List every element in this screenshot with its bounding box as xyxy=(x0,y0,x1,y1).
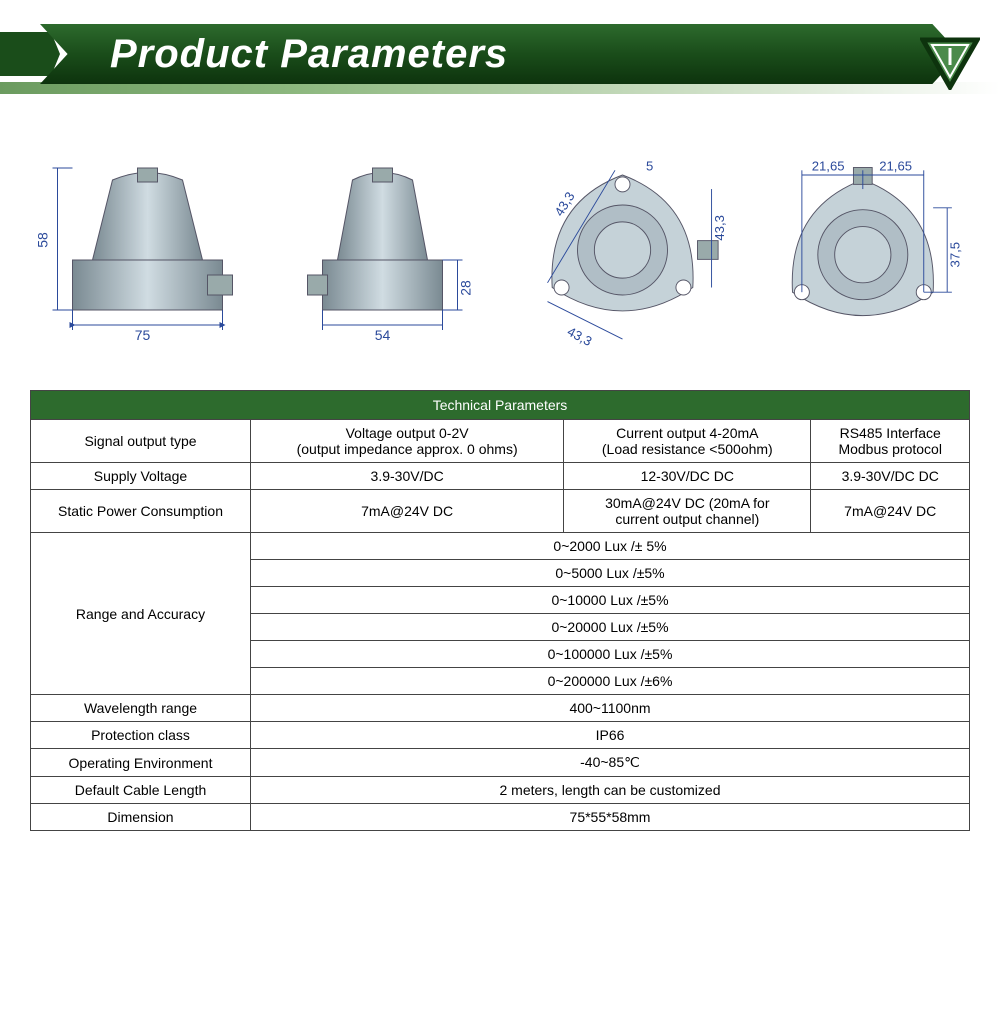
table-row: Default Cable Length2 meters, length can… xyxy=(31,777,970,804)
svg-text:43,3: 43,3 xyxy=(712,215,727,241)
svg-text:21,65: 21,65 xyxy=(812,158,845,173)
banner-main: Product Parameters xyxy=(40,24,960,84)
table-header: Technical Parameters xyxy=(31,391,970,420)
page-title: Product Parameters xyxy=(110,32,508,77)
svg-text:58: 58 xyxy=(35,232,51,248)
table-row: Supply Voltage 3.9-30V/DC 12-30V/DC DC 3… xyxy=(31,463,970,490)
svg-text:75: 75 xyxy=(135,327,151,343)
banner-left-chip xyxy=(0,32,60,76)
row-label: Static Power Consumption xyxy=(31,490,251,533)
svg-text:37,5: 37,5 xyxy=(947,242,962,268)
table-row: Dimension75*55*58mm xyxy=(31,804,970,831)
row-label: Operating Environment xyxy=(31,749,251,777)
row-label: Default Cable Length xyxy=(31,777,251,804)
svg-text:43,3: 43,3 xyxy=(565,324,595,349)
diagram-view-4: 21,65 21,65 37,5 xyxy=(755,140,980,360)
diagram-view-3: 43,3 43,3 43,3 5 xyxy=(510,140,735,360)
diagram-view-2: 54 28 xyxy=(265,140,490,360)
diagram-view-1: 75 58 xyxy=(20,140,245,360)
svg-text:54: 54 xyxy=(375,327,391,343)
table-row: Range and Accuracy 0~2000 Lux /± 5% xyxy=(31,533,970,560)
svg-text:5: 5 xyxy=(646,158,653,173)
row-label: Wavelength range xyxy=(31,695,251,722)
row-label: Range and Accuracy xyxy=(31,533,251,695)
table-row: Static Power Consumption 7mA@24V DC 30mA… xyxy=(31,490,970,533)
svg-text:21,65: 21,65 xyxy=(879,158,912,173)
header-banner: Product Parameters xyxy=(0,20,1000,100)
row-label: Dimension xyxy=(31,804,251,831)
row-label: Protection class xyxy=(31,722,251,749)
technical-parameters-table: Technical Parameters Signal output type … xyxy=(30,390,970,831)
table-row: Wavelength range400~1100nm xyxy=(31,695,970,722)
dimension-diagrams: 75 58 54 28 xyxy=(0,100,1000,380)
svg-text:28: 28 xyxy=(458,280,474,296)
table-row: Operating Environment-40~85℃ xyxy=(31,749,970,777)
table-row: Signal output type Voltage output 0-2V(o… xyxy=(31,420,970,463)
row-label: Supply Voltage xyxy=(31,463,251,490)
row-label: Signal output type xyxy=(31,420,251,463)
triangle-badge-icon xyxy=(920,35,980,90)
table-row: Protection classIP66 xyxy=(31,722,970,749)
